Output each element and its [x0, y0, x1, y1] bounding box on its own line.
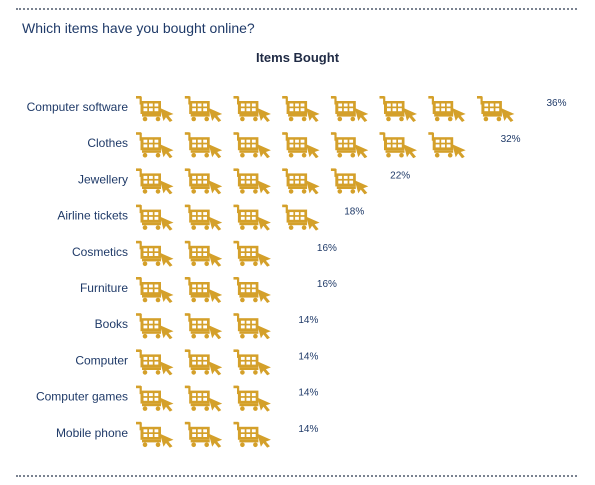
shopping-cart-icon	[233, 240, 271, 267]
shopping-cart-icon	[428, 132, 466, 159]
category-label: Furniture	[80, 281, 128, 295]
value-label: 32%	[501, 134, 521, 145]
shopping-cart-icon	[136, 168, 174, 195]
shopping-cart-icon	[233, 421, 271, 448]
shopping-cart-icon	[282, 132, 320, 159]
shopping-cart-icon	[233, 132, 271, 159]
chart-row: Books 14%	[95, 313, 318, 340]
shopping-cart-icon	[282, 204, 320, 231]
shopping-cart-icon	[184, 96, 223, 122]
shopping-cart-icon	[136, 277, 174, 303]
question-text: Which items have you bought online?	[22, 20, 255, 36]
value-label: 18%	[344, 207, 364, 218]
shopping-cart-icon	[233, 385, 271, 412]
shopping-cart-icon	[233, 277, 271, 303]
chart-row: Mobile phone 14%	[56, 421, 318, 448]
shopping-cart-icon	[184, 277, 223, 303]
category-label: Airline tickets	[57, 209, 128, 223]
value-label: 16%	[317, 279, 337, 290]
category-label: Computer	[75, 353, 128, 367]
value-label: 14%	[298, 351, 318, 362]
shopping-cart-icon	[282, 96, 320, 122]
shopping-cart-icon	[184, 204, 223, 231]
shopping-cart-icon	[233, 349, 271, 376]
shopping-cart-icon	[136, 204, 174, 231]
partial-shopping-cart-icon	[282, 277, 311, 303]
chart-row: Computer games 14%	[36, 385, 318, 412]
chart-row: Furniture 16%	[80, 277, 337, 303]
shopping-cart-icon	[136, 349, 174, 376]
category-label: Books	[95, 317, 128, 331]
shopping-cart-icon	[136, 132, 174, 159]
shopping-cart-icon	[233, 204, 271, 231]
category-label: Clothes	[87, 136, 128, 150]
shopping-cart-icon	[184, 349, 223, 376]
shopping-cart-icon	[184, 385, 223, 412]
chart-row: Clothes 32%	[87, 132, 521, 159]
value-label: 14%	[298, 424, 318, 435]
category-label: Mobile phone	[56, 426, 128, 440]
shopping-cart-icon	[233, 168, 271, 195]
shopping-cart-icon	[136, 385, 174, 412]
chart-row: Computer software 36%	[27, 96, 567, 122]
shopping-cart-icon	[184, 168, 223, 195]
shopping-cart-icon	[282, 168, 320, 195]
shopping-cart-icon	[233, 96, 271, 122]
chart-row: Computer 14%	[75, 349, 318, 376]
chart-title: Items Bought	[255, 50, 340, 65]
shopping-cart-icon	[330, 132, 369, 159]
value-label: 14%	[298, 388, 318, 399]
bottom-dotted-divider	[16, 475, 577, 477]
shopping-cart-icon	[330, 168, 369, 195]
shopping-cart-icon	[136, 96, 174, 122]
value-label: 14%	[298, 315, 318, 326]
shopping-cart-icon	[136, 240, 174, 267]
category-label: Computer software	[27, 100, 129, 114]
shopping-cart-icon	[136, 421, 174, 448]
chart-row: Cosmetics 16%	[72, 240, 337, 267]
category-label: Computer games	[36, 390, 128, 404]
category-label: Cosmetics	[72, 245, 128, 259]
value-label: 22%	[390, 170, 410, 181]
chart-row: Airline tickets 18%	[57, 204, 364, 231]
chart-row: Jewellery 22%	[78, 168, 410, 195]
shopping-cart-icon	[233, 313, 271, 340]
shopping-cart-icon	[476, 96, 515, 122]
shopping-cart-icon	[379, 96, 417, 122]
shopping-cart-icon	[184, 240, 223, 267]
shopping-cart-icon	[428, 96, 466, 122]
shopping-cart-icon	[184, 132, 223, 159]
shopping-cart-icon	[184, 313, 223, 340]
shopping-cart-icon	[379, 132, 417, 159]
shopping-cart-icon	[330, 96, 369, 122]
category-label: Jewellery	[78, 172, 128, 186]
partial-shopping-cart-icon	[282, 240, 311, 267]
value-label: 36%	[546, 98, 566, 109]
value-label: 16%	[317, 243, 337, 254]
shopping-cart-icon	[136, 313, 174, 340]
shopping-cart-icon	[184, 421, 223, 448]
top-dotted-divider	[16, 8, 577, 10]
